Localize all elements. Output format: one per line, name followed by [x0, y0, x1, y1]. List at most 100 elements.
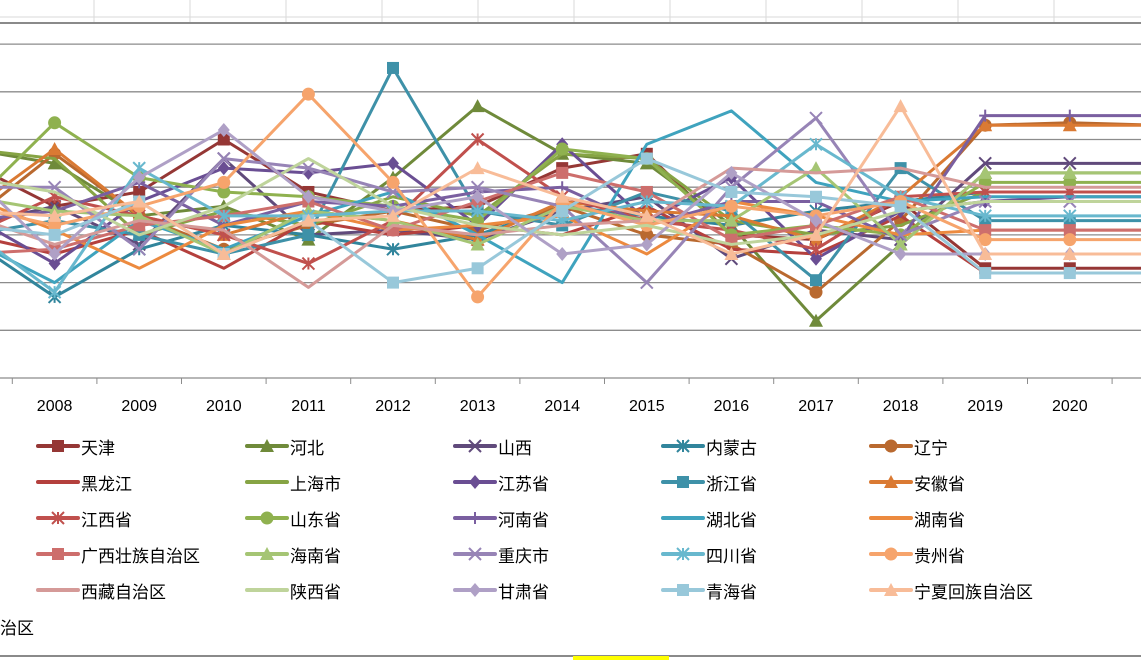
legend-label: 贵州省 — [914, 546, 965, 567]
legend-item[interactable]: 贵州省 — [869, 536, 965, 572]
legend-item[interactable]: 内蒙古 — [661, 428, 757, 464]
data-point-marker — [979, 109, 992, 122]
legend-label: 海南省 — [290, 546, 341, 567]
data-point-marker — [810, 190, 822, 203]
data-point-marker — [809, 242, 823, 256]
legend-swatch-triangle-icon — [869, 475, 913, 488]
series-四川省[interactable] — [0, 137, 1141, 299]
data-point-marker — [47, 208, 62, 222]
legend-swatch-square-icon — [661, 584, 705, 596]
legend-item[interactable]: 辽宁 — [869, 428, 948, 464]
data-point-marker — [217, 209, 231, 223]
series-甘肃省[interactable] — [0, 122, 1141, 261]
legend-item[interactable]: 重庆市 — [453, 536, 549, 572]
legend-item[interactable]: 山西 — [453, 428, 532, 464]
data-point-marker — [471, 189, 484, 204]
legend-item[interactable]: 河北 — [245, 428, 324, 464]
legend-item[interactable]: 湖南省 — [869, 500, 965, 536]
data-point-marker — [470, 237, 485, 251]
x-tick-label: 2018 — [883, 398, 919, 415]
data-point-marker — [48, 256, 61, 271]
legend-item[interactable]: 四川省 — [661, 536, 757, 572]
legend-swatch-plus-icon — [453, 512, 497, 524]
legend-label: 山西 — [498, 438, 532, 459]
data-point-marker — [470, 99, 485, 113]
legend-label: 四川省 — [706, 546, 757, 567]
legend-item[interactable]: 陕西省 — [245, 572, 341, 608]
data-point-marker — [471, 262, 484, 275]
legend-item[interactable]: 上海市 — [245, 464, 341, 500]
data-point-marker — [48, 218, 62, 232]
data-point-marker — [894, 200, 907, 213]
data-point-marker — [809, 161, 823, 175]
legend-item[interactable]: 安徽省 — [869, 464, 965, 500]
data-point-marker — [470, 180, 485, 194]
data-point-marker — [48, 228, 61, 241]
data-point-marker — [216, 246, 231, 260]
legend-item[interactable]: 天津 — [36, 428, 115, 464]
line-chart[interactable]: 2008 2009 2010 2011 2012 2013 2014 2015 2016 2017… — [0, 0, 1141, 430]
data-point-marker — [132, 208, 147, 222]
data-point-marker — [884, 475, 898, 488]
data-point-marker — [724, 213, 739, 227]
data-point-marker — [47, 156, 62, 170]
data-point-marker — [52, 548, 64, 560]
x-tick-label: 2020 — [1052, 398, 1088, 415]
legend-swatch-none-icon — [36, 588, 80, 592]
data-point-marker — [809, 227, 823, 241]
legend-item[interactable]: 江西省 — [36, 500, 132, 536]
data-point-marker — [302, 228, 315, 241]
data-point-marker — [468, 547, 482, 561]
legend-label: 重庆市 — [498, 546, 549, 567]
data-point-marker — [809, 111, 823, 125]
series-line[interactable] — [0, 166, 1141, 289]
legend-item[interactable]: 海南省 — [245, 536, 341, 572]
series-宁夏回族自治区[interactable] — [0, 99, 1141, 260]
legend-item[interactable]: 湖北省 — [661, 500, 757, 536]
data-point-marker — [809, 313, 823, 327]
legend-swatch-triangle-icon — [869, 583, 913, 596]
legend-item[interactable]: 浙江省 — [661, 464, 757, 500]
series-西藏自治区[interactable] — [0, 166, 1141, 289]
data-point-marker — [1062, 118, 1077, 132]
data-point-marker — [386, 242, 400, 256]
legend-item[interactable]: 黑龙江 — [36, 464, 132, 500]
data-point-marker — [640, 152, 653, 165]
legend-label: 湖北省 — [706, 510, 757, 531]
legend-item[interactable]: 西藏自治区 — [36, 572, 166, 608]
data-point-marker — [677, 476, 689, 488]
legend-swatch-diamond-icon — [453, 475, 497, 489]
data-point-marker — [894, 246, 907, 261]
legend-item[interactable]: 甘肃省 — [453, 572, 549, 608]
data-point-marker — [133, 170, 146, 185]
data-point-marker — [978, 156, 992, 171]
x-axis: 2008 2009 2010 2011 2012 2013 2014 2015 2016 2017… — [0, 377, 1141, 415]
data-point-marker — [978, 233, 992, 247]
data-point-marker — [640, 237, 653, 252]
data-point-marker — [640, 228, 654, 242]
legend-item[interactable]: 山东省 — [245, 500, 341, 536]
data-point-marker — [676, 547, 690, 561]
legend-label: 天津 — [81, 438, 115, 459]
legend-swatch-none-icon — [245, 480, 289, 484]
legend-swatch-none-icon — [245, 588, 289, 592]
data-point-marker — [1063, 109, 1076, 122]
data-point-marker — [217, 133, 230, 146]
legend-item[interactable]: 河南省 — [453, 500, 549, 536]
data-point-marker — [555, 142, 569, 156]
data-point-marker — [978, 246, 993, 260]
legend-item[interactable]: 广西壮族自治区 — [36, 536, 200, 572]
data-point-marker — [470, 161, 485, 175]
data-point-marker — [47, 285, 62, 299]
data-point-marker — [1062, 165, 1077, 179]
data-point-marker — [301, 213, 316, 227]
data-point-marker — [893, 237, 908, 251]
legend-item[interactable]: 青海省 — [661, 572, 757, 608]
legend-label: 内蒙古 — [706, 438, 757, 459]
legend-label: 江西省 — [81, 510, 132, 531]
data-point-marker — [639, 208, 654, 222]
legend-item[interactable]: 江苏省 — [453, 464, 549, 500]
data-point-marker — [1063, 224, 1076, 237]
legend-swatch-triangle-icon — [245, 439, 289, 452]
legend-item[interactable]: 宁夏回族自治区 — [869, 572, 1033, 608]
